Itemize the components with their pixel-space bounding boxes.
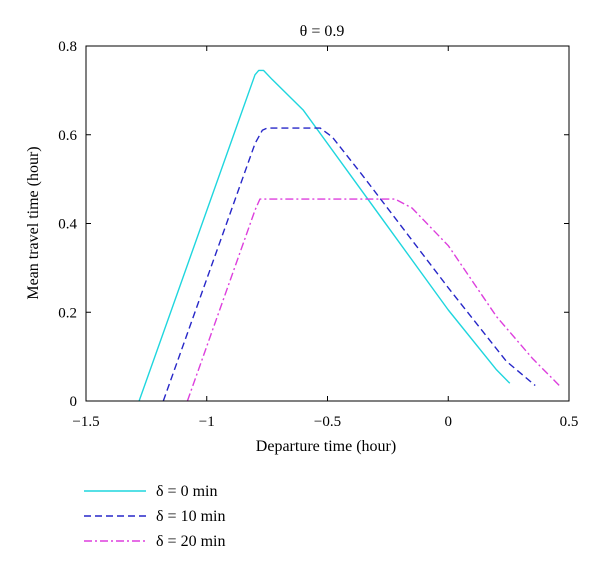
legend-label-1: δ = 10 min (156, 508, 225, 525)
series-line-0 (138, 69, 511, 402)
x-axis-label: Departure time (hour) (256, 438, 396, 455)
y-tick-label: 0.8 (58, 39, 77, 55)
legend-label-2: δ = 20 min (156, 533, 225, 550)
x-axis: −1.5 −1 −0.5 0 0.5 (72, 46, 578, 430)
legend-label-0: δ = 0 min (156, 483, 217, 500)
x-tick-label: −1.5 (72, 414, 99, 430)
y-tick-label: 0.2 (58, 305, 77, 321)
y-tick-label: 0 (70, 394, 78, 410)
series-line-1 (162, 127, 536, 402)
y-tick-label: 0.6 (58, 128, 77, 144)
y-axis-label: Mean travel time (hour) (25, 146, 42, 299)
x-tick-label: 0 (445, 414, 453, 430)
chart-title: θ = 0.9 (300, 23, 345, 40)
legend: δ = 0 min δ = 10 min δ = 20 min (84, 483, 225, 550)
x-tick-label: −1 (199, 414, 215, 430)
y-tick-label: 0.4 (58, 217, 77, 233)
x-tick-label: 0.5 (560, 414, 579, 430)
x-tick-label: −0.5 (314, 414, 341, 430)
plot-lines (138, 69, 560, 402)
y-axis: 0 0.2 0.4 0.6 0.8 (58, 39, 569, 410)
series-line-2 (186, 198, 560, 402)
